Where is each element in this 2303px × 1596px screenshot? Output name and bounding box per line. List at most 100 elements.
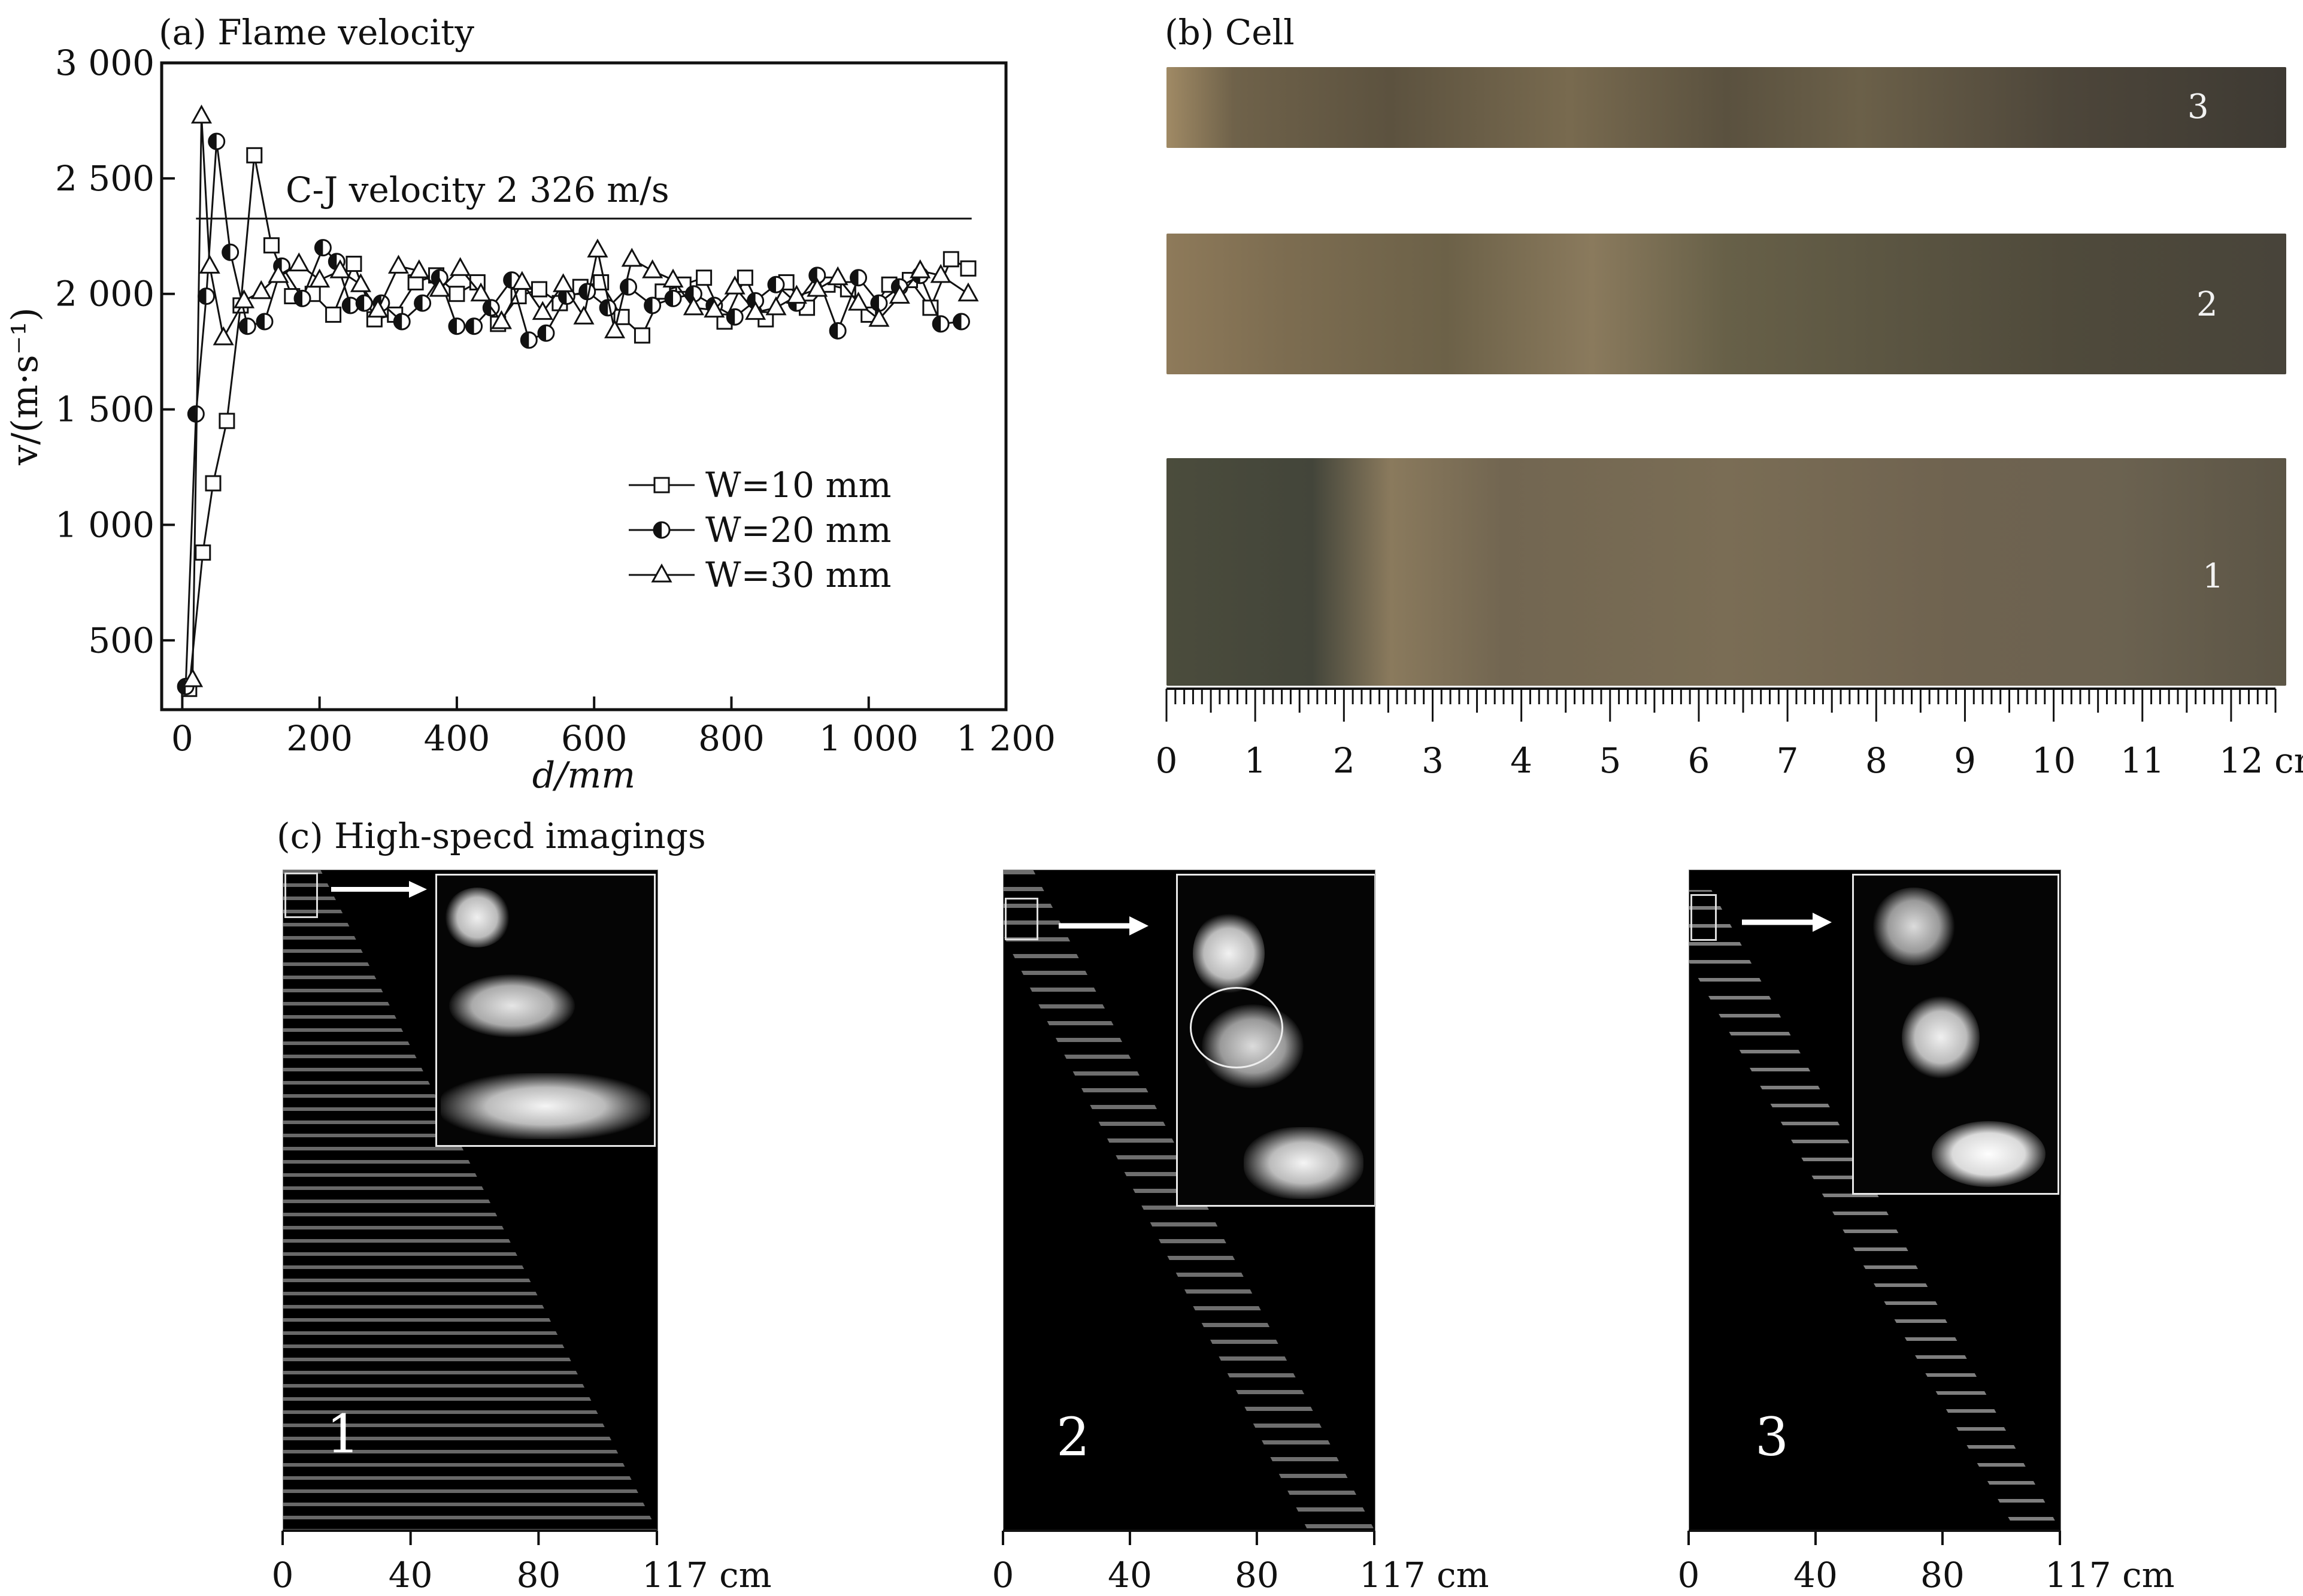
zoom-inset-2: [1176, 874, 1375, 1207]
data-point: [957, 282, 979, 302]
data-point: [827, 266, 849, 286]
y-tick-label: 2 500: [55, 158, 154, 199]
cell-strip-label-3: 3: [2187, 87, 2209, 126]
marker-fill: [504, 272, 512, 288]
data-point: [408, 259, 430, 278]
marker-fill: [600, 299, 608, 316]
marker-fill: [933, 316, 941, 332]
series-line: [188, 155, 969, 689]
zoom-inset-3: [1852, 874, 2059, 1195]
marker-fill: [830, 323, 838, 339]
data-point: [198, 287, 216, 305]
series-line: [184, 141, 962, 687]
imaging-axis-2: 0 40 80 117 cm: [992, 1530, 1489, 1595]
data-point: [960, 260, 977, 277]
marker-fill: [559, 288, 567, 304]
data-point: [293, 289, 311, 307]
marker-fill: [256, 314, 265, 329]
data-point: [573, 305, 595, 325]
ruler-label: 12 cm: [2219, 740, 2303, 781]
marker-fill: [240, 318, 248, 334]
data-point: [414, 294, 432, 312]
data-point: [199, 255, 220, 274]
data-point: [314, 239, 332, 257]
data-point: [952, 313, 970, 331]
ruler-label: 3: [1422, 740, 1444, 781]
marker-fill: [329, 253, 337, 269]
data-point: [309, 268, 331, 288]
data-point: [621, 247, 643, 267]
axis-tick-label: 117 cm: [1359, 1555, 1489, 1595]
data-point: [490, 310, 512, 329]
data-point: [429, 277, 450, 297]
y-tick-label: 1 000: [55, 504, 154, 545]
streak-image-3: 3: [1689, 870, 2061, 1531]
series-3: [182, 104, 979, 688]
selection-box-3: [1690, 894, 1717, 941]
marker-fill: [315, 240, 323, 256]
marker-fill: [538, 325, 546, 341]
marker-fill: [414, 295, 423, 311]
data-point: [387, 255, 410, 274]
marker-fill: [178, 679, 186, 695]
data-point: [222, 243, 240, 261]
cell-strip-1: 1: [1166, 458, 2286, 686]
ruler-label: 2: [1333, 740, 1355, 781]
axis-tick-label: 117 cm: [2045, 1555, 2175, 1595]
marker-fill: [198, 288, 207, 304]
data-point: [325, 306, 342, 323]
marker-fill: [654, 522, 662, 538]
ruler-label: 11: [2120, 740, 2165, 781]
data-point: [604, 319, 626, 338]
legend-label: W=30 mm: [705, 555, 891, 595]
axis-tick-label: 80: [1235, 1555, 1279, 1595]
legend-marker: [653, 477, 670, 493]
selection-box-1: [284, 873, 318, 918]
x-tick-label: 800: [698, 718, 765, 759]
data-point: [205, 475, 222, 492]
y-tick-label: 500: [88, 620, 154, 661]
axis-tick-label: 0: [1678, 1555, 1700, 1595]
data-point: [195, 544, 211, 561]
imaging-axis-3: 0 40 80 117 cm: [1678, 1530, 2175, 1595]
legend-marker: [653, 521, 671, 539]
data-point: [213, 326, 234, 346]
legend-entry-3: W=30 mm: [629, 555, 891, 595]
data-point: [807, 277, 828, 297]
data-point: [341, 296, 359, 314]
highlight-ellipse: [1190, 987, 1283, 1068]
data-point: [268, 264, 289, 283]
marker-fill: [768, 277, 776, 293]
axis-tick-label: 117 cm: [642, 1555, 772, 1595]
data-point: [190, 104, 213, 124]
ruler-label: 7: [1777, 740, 1799, 781]
data-point: [634, 327, 650, 344]
data-point: [238, 317, 256, 335]
data-point: [726, 308, 744, 326]
marker-fill: [394, 314, 402, 329]
marker-fill: [727, 309, 735, 325]
data-point: [208, 132, 226, 150]
data-point: [644, 296, 662, 314]
data-point: [263, 237, 280, 254]
data-point: [449, 286, 465, 302]
data-point: [531, 281, 547, 298]
marker-fill: [579, 283, 587, 299]
streak-label-2: 2: [1056, 1406, 1090, 1468]
x-tick-label: 0: [171, 718, 193, 759]
cell-ruler: 0 1 2 3 4 5 6 7 8 9 10 11 12 cm: [1156, 688, 2303, 781]
plot-frame: [160, 61, 1008, 711]
ruler-label: 1: [1244, 740, 1266, 781]
marker-fill: [871, 295, 879, 311]
data-point: [182, 668, 204, 688]
y-tick-label: 2 000: [55, 274, 154, 314]
ruler-label: 10: [2032, 740, 2076, 781]
streak-image-1: 1: [283, 870, 658, 1531]
data-point: [683, 296, 704, 316]
ruler-label: 8: [1865, 740, 1887, 781]
data-point: [511, 271, 533, 290]
ruler-label: 6: [1688, 740, 1710, 781]
data-point: [465, 317, 483, 335]
cell-strip-label-2: 2: [2196, 285, 2218, 324]
data-point: [767, 275, 785, 293]
